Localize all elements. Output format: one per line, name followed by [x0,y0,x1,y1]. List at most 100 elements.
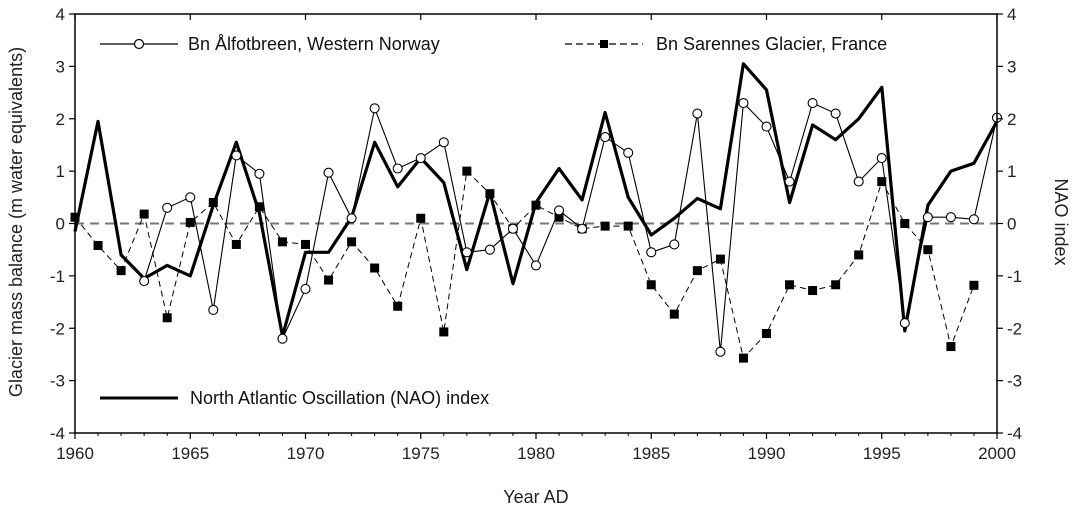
point-sarennes [646,280,656,290]
point-sarennes [900,219,910,228]
y-tick-label: 1 [56,162,65,181]
y2-tick-label: 0 [1007,215,1016,234]
point-sarennes [969,280,979,290]
point-alfotbreen [300,283,311,295]
point-alfotbreen [553,205,565,216]
point-alfotbreen [968,214,980,225]
point-sarennes [439,327,449,337]
point-alfotbreen [530,260,542,271]
x-tick-label: 1965 [171,444,209,463]
point-sarennes [808,286,818,296]
point-sarennes [93,240,103,250]
point-alfotbreen [484,244,495,255]
point-alfotbreen [715,346,726,357]
point-sarennes [946,342,956,352]
point-alfotbreen [669,239,680,250]
point-sarennes [854,250,864,260]
x-tick-label: 1970 [287,444,325,463]
point-sarennes [531,200,541,210]
point-alfotbreen [945,212,956,223]
point-sarennes [116,266,126,276]
point-alfotbreen [392,163,403,174]
point-sarennes [347,237,357,247]
point-alfotbreen [830,108,841,119]
point-sarennes [416,213,426,223]
point-sarennes [923,245,933,255]
axes [69,13,1003,439]
point-alfotbreen [692,108,703,119]
point-alfotbreen [369,103,380,114]
y-tick-label: 4 [56,5,65,24]
y2-tick-label: -1 [1007,267,1022,286]
point-alfotbreen [738,97,749,109]
point-alfotbreen [254,168,265,179]
point-sarennes [370,263,380,273]
legend-marker-alfotbreen [133,38,145,50]
point-alfotbreen [277,333,288,344]
y2-tick-label: 3 [1007,57,1016,76]
point-sarennes [208,198,218,208]
point-alfotbreen [507,223,519,234]
point-sarennes [669,309,679,319]
point-alfotbreen [438,137,449,148]
y2-axis-title: NAO index [1051,178,1071,265]
y2-tick-label: 1 [1007,162,1016,181]
point-alfotbreen [231,150,242,161]
point-alfotbreen [139,276,150,287]
y2-tick-label: 4 [1007,5,1016,24]
series-layer [70,62,1003,363]
point-alfotbreen [646,247,657,258]
y-tick-label: -2 [50,319,65,338]
legend-marker-sarennes [600,40,608,48]
series-line-sarennes [74,170,975,360]
point-sarennes [162,313,172,323]
point-alfotbreen [461,247,472,258]
x-tick-label: 1995 [863,444,901,463]
point-alfotbreen [922,212,933,223]
point-sarennes [462,166,472,176]
point-sarennes [185,217,195,227]
point-alfotbreen [899,317,910,329]
tick-labels: 1960 1965 1970 1975 1980 1985 1990 1995 2000-4 -4… [50,5,1022,463]
point-sarennes [715,254,725,264]
point-sarennes [692,266,702,276]
y-axis-title: Glacier mass balance (m water equivalent… [6,47,26,397]
legend-item-sarennes: Bn Sarennes Glacier, France [565,34,887,54]
point-alfotbreen [876,152,887,164]
point-sarennes [785,280,795,290]
point-alfotbreen [761,121,772,132]
point-sarennes [762,328,771,338]
point-alfotbreen [415,152,426,164]
point-sarennes [877,177,887,187]
point-alfotbreen [853,176,864,187]
point-sarennes [277,237,287,247]
point-sarennes [485,189,495,199]
x-tick-label: 1975 [402,444,440,463]
point-sarennes [554,212,564,222]
legend-item-alfotbreen: Bn Ålfotbreen, Western Norway [100,34,440,54]
point-sarennes [831,280,841,290]
series-line-alfotbreen [143,101,998,352]
y-tick-label: -4 [50,424,65,443]
point-alfotbreen [577,223,588,234]
point-sarennes [623,221,633,231]
x-tick-label: 2000 [978,444,1016,463]
point-sarennes [254,202,264,212]
point-alfotbreen [323,167,334,178]
x-axis-title: Year AD [503,487,568,507]
legend-label-sarennes: Bn Sarennes Glacier, France [656,34,887,54]
point-alfotbreen [162,202,173,213]
legend: Bn Ålfotbreen, Western Norway Bn Sarenne… [100,34,887,408]
legend-label-alfotbreen: Bn Ålfotbreen, Western Norway [188,34,440,54]
legend-label-nao: North Atlantic Oscillation (NAO) index [190,388,489,408]
point-sarennes [324,275,334,285]
x-tick-label: 1985 [632,444,670,463]
point-sarennes [231,239,241,249]
y2-tick-label: 2 [1007,110,1016,129]
point-alfotbreen [346,213,357,224]
point-alfotbreen [807,97,818,109]
point-sarennes [301,239,310,249]
y-tick-label: 2 [56,110,65,129]
point-alfotbreen [600,132,611,143]
